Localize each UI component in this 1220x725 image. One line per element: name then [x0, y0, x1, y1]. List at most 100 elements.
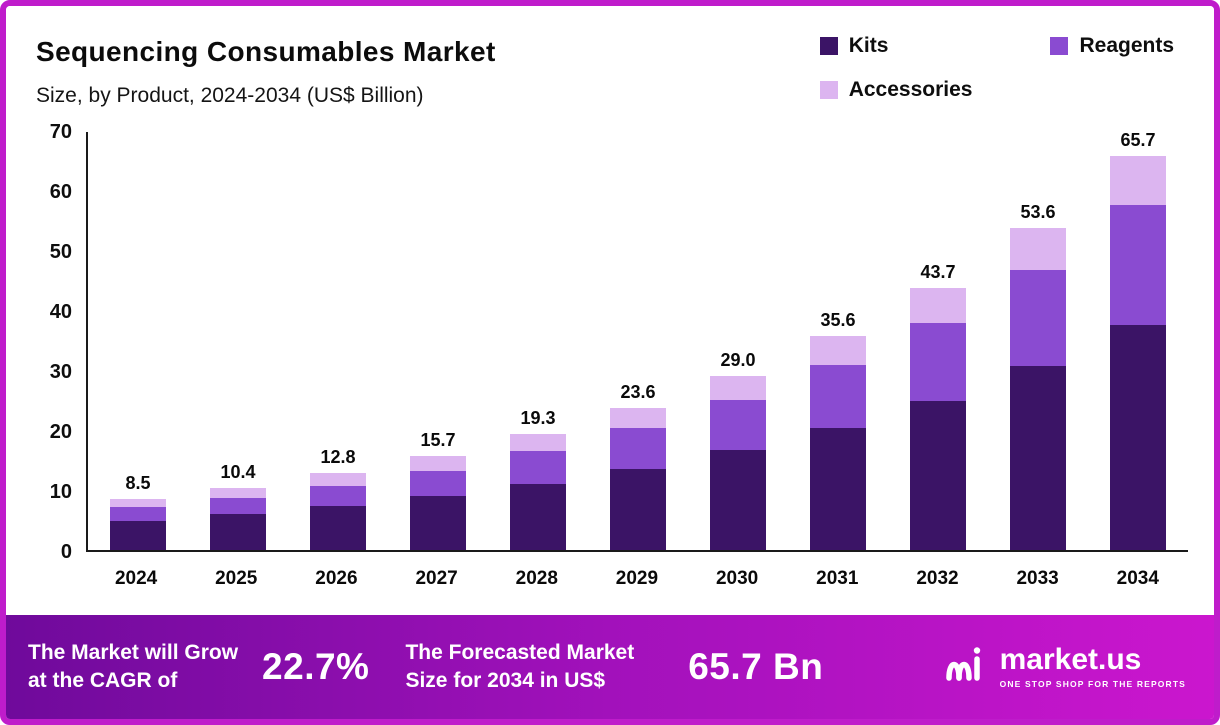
logo-text: market.us — [999, 643, 1142, 676]
x-axis-label-2025: 2025 — [215, 568, 258, 589]
legend-swatch-accessories — [819, 81, 838, 99]
market-us-logo: market.us ONE STOP SHOP FOR THE REPORTS — [944, 645, 1192, 690]
legend-swatch-reagents — [1050, 37, 1069, 55]
bar-column-2030: 29.0 — [689, 351, 788, 550]
bar-segment-reagents — [710, 400, 766, 451]
bar-stack — [610, 408, 666, 550]
page-title: Sequencing Consumables Market — [36, 36, 496, 67]
cagr-value: 22.7% — [262, 646, 370, 687]
bar-value-label: 8.5 — [125, 473, 151, 494]
y-axis-tick-label: 70 — [49, 121, 72, 143]
x-axis-label-2029: 2029 — [615, 568, 659, 589]
x-axis-label-2024: 2024 — [114, 568, 158, 589]
bar-segment-accessories — [910, 287, 966, 323]
bar-stack — [810, 336, 866, 550]
y-axis-tick-label: 20 — [49, 421, 72, 443]
bar-segment-reagents — [1110, 205, 1166, 325]
bar-column-2026: 12.8 — [289, 448, 388, 550]
footer-banner: The Market will Grow at the CAGR of 22.7… — [6, 615, 1214, 719]
forecast-caption-line1: The Forecasted Market — [405, 640, 635, 664]
bar-segment-accessories — [1010, 228, 1066, 271]
bar-segment-reagents — [310, 485, 366, 506]
bar-segment-accessories — [310, 473, 366, 486]
x-axis: 2024 2025 2026 2027 2028 2029 2030 2031 2032 2033… — [86, 552, 1188, 590]
y-axis-tick-label: 30 — [49, 361, 72, 383]
bar-segment-kits — [610, 469, 666, 550]
bar-segment-kits — [110, 520, 166, 550]
bar-segment-reagents — [810, 365, 866, 429]
bar-segment-reagents — [910, 322, 966, 401]
logo-tagline: ONE STOP SHOP FOR THE REPORTS — [999, 679, 1186, 689]
bar-value-label: 15.7 — [420, 429, 456, 450]
y-axis: 0 10 20 30 40 50 60 70 — [26, 122, 86, 562]
bar-column-2028: 19.3 — [489, 409, 588, 550]
chart-panel: Sequencing Consumables Market Size, by P… — [6, 6, 1214, 615]
y-axis-tick-label: 50 — [49, 241, 72, 263]
bar-segment-accessories — [1110, 155, 1166, 205]
bar-segment-kits — [510, 484, 566, 550]
bar-column-2034: 65.7 — [1089, 131, 1188, 550]
bar-segment-reagents — [510, 451, 566, 484]
logo-text-block: market.us ONE STOP SHOP FOR THE REPORTS — [999, 643, 1186, 690]
bar-stack — [910, 287, 966, 550]
bar-stack — [510, 434, 566, 550]
header: Sequencing Consumables Market Size, by P… — [26, 22, 1188, 108]
bar-segment-kits — [310, 505, 366, 550]
market-us-logo-icon — [944, 645, 990, 690]
bar-value-label: 43.7 — [920, 261, 956, 282]
bar-column-2029: 23.6 — [589, 383, 688, 550]
bar-stack — [1010, 228, 1066, 550]
cagr-caption-line1: The Market will Grow — [28, 640, 239, 664]
forecast-caption: The Forecasted Market Size for 2034 in U… — [405, 639, 634, 696]
bar-segment-kits — [210, 514, 266, 550]
x-axis-label-2027: 2027 — [415, 568, 458, 589]
x-axis-label-2028: 2028 — [515, 568, 558, 589]
bar-segment-reagents — [210, 497, 266, 514]
bar-segment-reagents — [1010, 270, 1066, 367]
bar-column-2027: 15.7 — [389, 431, 488, 550]
bar-segment-kits — [1110, 325, 1166, 550]
forecast-value: 65.7 Bn — [688, 646, 824, 687]
bar-segment-accessories — [110, 499, 166, 508]
y-axis-tick-label: 0 — [60, 541, 72, 563]
x-axis-label-2032: 2032 — [916, 568, 959, 589]
bar-value-label: 12.8 — [320, 447, 356, 468]
legend-item-reagents: Reagents — [1050, 34, 1174, 58]
bar-segment-accessories — [510, 434, 566, 451]
legend-label-accessories: Accessories — [848, 78, 973, 101]
bar-column-2024: 8.5 — [89, 474, 188, 550]
bar-stack — [1110, 155, 1166, 550]
bar-segment-accessories — [210, 487, 266, 498]
cagr-caption-line2: at the CAGR of — [28, 669, 178, 692]
bar-segment-kits — [910, 400, 966, 550]
cagr-caption: The Market will Grow at the CAGR of — [28, 639, 238, 696]
page-subtitle: Size, by Product, 2024-2034 (US$ Billion… — [36, 84, 424, 107]
plot-area: 8.5 10.4 12.8 15.7 19.3 23.6 29.0 35.6 43.7 53.6 6… — [86, 131, 1188, 552]
title-block: Sequencing Consumables Market Size, by P… — [26, 22, 496, 108]
bar-value-label: 10.4 — [220, 461, 256, 482]
y-axis-tick-label: 10 — [49, 481, 72, 503]
bar-stack — [210, 487, 266, 550]
y-axis-tick-label: 40 — [49, 301, 72, 323]
bar-segment-accessories — [410, 455, 466, 471]
bar-stack — [110, 499, 166, 550]
bar-value-label: 65.7 — [1120, 129, 1156, 150]
bar-column-2032: 43.7 — [889, 263, 988, 550]
bar-segment-reagents — [610, 428, 666, 469]
bar-value-label: 29.0 — [720, 350, 756, 371]
bar-segment-reagents — [410, 470, 466, 496]
bar-segment-kits — [410, 496, 466, 550]
x-axis-label-2030: 2030 — [715, 568, 759, 589]
bar-chart: 0 10 20 30 40 50 60 70 8.5 10.4 12.8 15.7 19.3 23.6 2… — [26, 122, 1188, 562]
bar-value-label: 53.6 — [1020, 202, 1056, 223]
bar-stack — [710, 376, 766, 550]
forecast-caption-line2: Size for 2034 in US$ — [405, 669, 606, 692]
bar-segment-kits — [810, 428, 866, 550]
bar-stack — [310, 473, 366, 550]
bar-segment-reagents — [110, 507, 166, 521]
legend-item-kits: Kits — [819, 34, 973, 58]
bar-stack — [410, 455, 466, 550]
bar-segment-accessories — [810, 336, 866, 366]
legend-label-kits: Kits — [848, 34, 889, 57]
